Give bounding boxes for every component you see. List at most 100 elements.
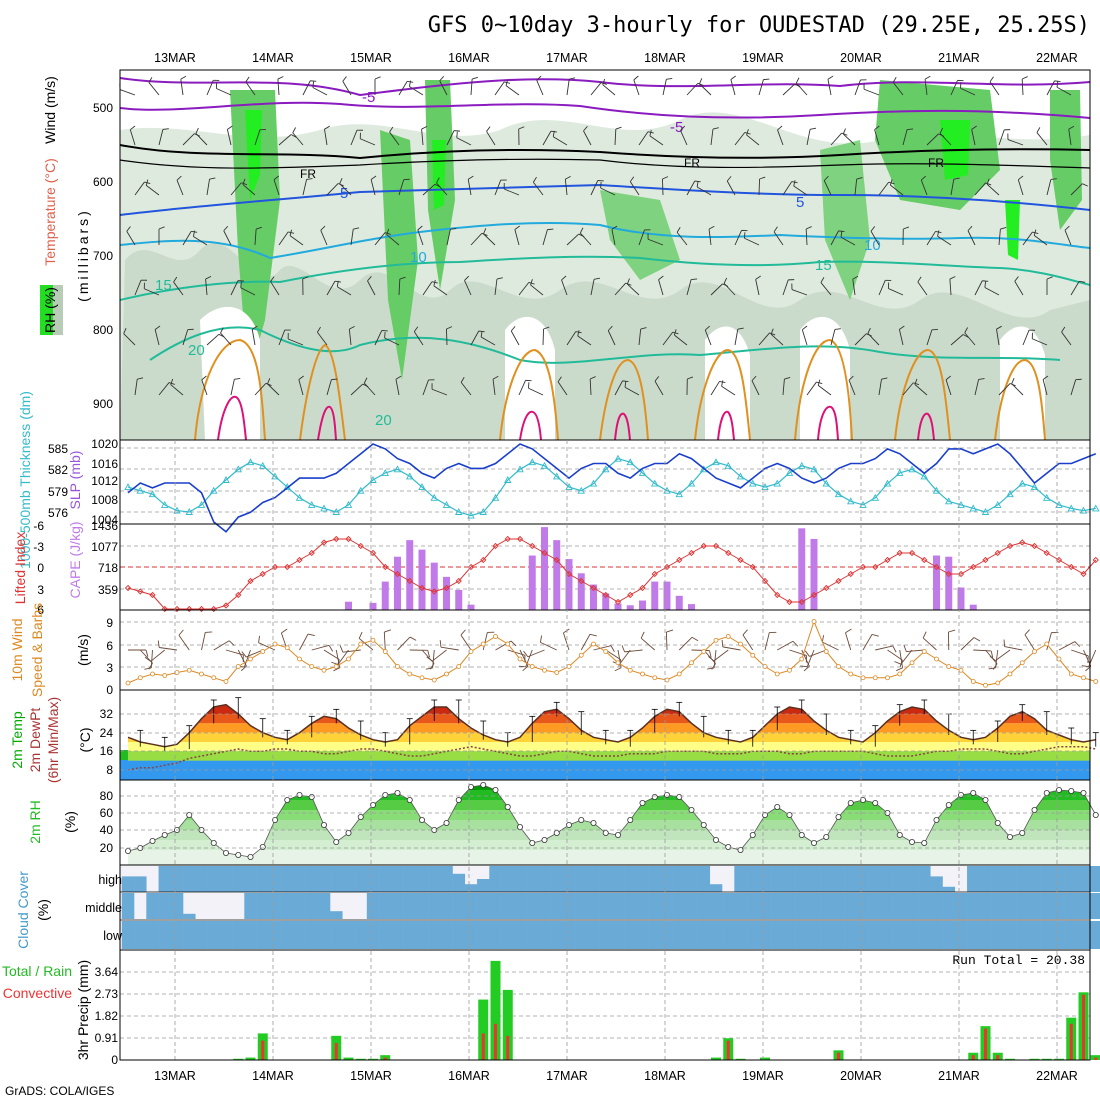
upper-wind-barb — [398, 81, 408, 96]
upper-wind-barb-flag — [289, 229, 293, 236]
upper-wind-barb-flag — [433, 279, 436, 286]
precip-conv-bar — [1094, 1057, 1098, 1060]
cloud-bar — [256, 893, 270, 919]
wind10-barb — [960, 637, 975, 651]
wind10-tick: 9 — [106, 616, 113, 630]
upper-wind-barb — [240, 287, 256, 296]
contour-label: FR — [684, 156, 700, 170]
upper-wind-barb — [422, 281, 433, 296]
upper-wind-barb-flag — [949, 276, 956, 280]
cloud-bar — [158, 893, 172, 919]
cloud-bar — [134, 876, 147, 892]
thickness-marker — [430, 493, 439, 501]
upper-wind-barb — [638, 329, 642, 346]
lifted-index-marker — [516, 535, 524, 543]
upper-wind-barb — [758, 79, 764, 96]
thickness-tick: 576 — [48, 506, 68, 520]
upper-wind-barb-flag — [514, 225, 520, 230]
upper-wind-barb-flag — [510, 326, 516, 332]
upper-wind-barb-flag — [408, 80, 411, 87]
upper-wind-barb-flag — [241, 182, 248, 186]
cloud-bar — [918, 921, 931, 949]
upper-wind-barb — [721, 385, 736, 396]
cloud-bar — [611, 893, 625, 919]
upper-wind-barb-flag — [339, 178, 343, 184]
cloud-bar — [624, 921, 637, 949]
upper-wind-barb-flag — [310, 80, 317, 82]
cloud-bar — [930, 893, 943, 919]
upper-wind-barb-flag — [917, 276, 922, 283]
rh2m-marker — [308, 794, 315, 801]
wind10-barb-flag — [258, 635, 261, 643]
dewpoint-line — [127, 745, 1096, 771]
wind10-barb-flag — [871, 633, 879, 637]
upper-wind-barb — [579, 232, 592, 246]
upper-wind-barb-flag — [126, 226, 131, 232]
upper-wind-barb — [830, 132, 843, 146]
upper-wind-barb — [939, 132, 952, 146]
wind10-marker — [566, 664, 572, 669]
upper-wind-barb — [1033, 235, 1048, 246]
upper-wind-barb — [518, 282, 530, 296]
cape-bar — [688, 604, 695, 610]
upper-wind-barb — [1021, 78, 1024, 96]
upper-wind-barb — [245, 81, 256, 96]
wind10-barb — [906, 649, 925, 653]
cloud-bar — [820, 893, 833, 919]
lifted-index-marker — [308, 549, 315, 557]
upper-wind-barb — [503, 188, 520, 196]
cloud-bar — [709, 893, 723, 919]
upper-wind-barb — [1070, 183, 1083, 196]
upper-wind-barb — [708, 229, 712, 246]
upper-wind-barb-flag — [867, 327, 871, 334]
rh2m-marker — [774, 804, 781, 811]
wind10-barb-flag — [240, 665, 247, 672]
top-date-label: 14MAR — [252, 51, 294, 65]
upper-wind-barb — [624, 386, 640, 396]
upper-wind-barb — [409, 86, 424, 96]
wind10-marker — [554, 670, 560, 675]
upper-wind-barb-flag — [712, 127, 719, 130]
rh2m-marker — [872, 800, 879, 807]
upper-wind-barb — [974, 182, 986, 196]
cloud-bar — [722, 893, 735, 919]
lifted-index-marker — [908, 549, 916, 557]
upper-wind-barb-flag — [964, 327, 968, 333]
lifted-index-marker — [639, 584, 646, 592]
upper-wind-barb — [566, 233, 580, 246]
wind10-marker — [431, 677, 437, 683]
wind10-barb-flag — [228, 640, 235, 646]
cloud-bar — [477, 879, 490, 892]
thickness-tick: 582 — [48, 463, 68, 477]
upper-wind-barb — [413, 331, 424, 346]
wind10-barb — [246, 649, 263, 658]
upper-wind-barb-flag — [763, 78, 770, 81]
upper-wind-barb — [998, 383, 1011, 396]
upper-wind-barb — [654, 380, 664, 396]
rh2m-marker — [786, 812, 793, 819]
rh2m-marker — [1056, 787, 1063, 794]
upper-wind-barb — [964, 332, 976, 346]
upper-wind-barb-flag — [234, 377, 241, 380]
upper-air-panel: -5 -5 FR FR FR 5 5 10 10 15 15 20 20 500… — [40, 69, 1091, 441]
wind10-marker — [370, 637, 376, 643]
precip-conv-bar — [494, 1023, 497, 1060]
wind10-barb-flag — [307, 633, 315, 637]
rh2m-marker — [394, 790, 401, 797]
upper-wind-barb-flag — [624, 381, 627, 388]
upper-wind-barb — [874, 129, 880, 146]
upper-wind-barb — [483, 233, 496, 246]
upper-wind-barb-flag — [543, 326, 550, 330]
contour-label: 10 — [864, 237, 881, 254]
slp-tick: 1004 — [91, 513, 118, 527]
upper-wind-barb — [920, 179, 928, 196]
upper-wind-barb — [924, 79, 928, 96]
lifted-index-marker — [1031, 542, 1038, 550]
upper-wind-barb — [298, 379, 304, 396]
wind10-barb-flag — [708, 656, 715, 662]
li-ticks: -6 -3 0 3 6 — [33, 519, 44, 617]
upper-wind-barb — [1022, 329, 1030, 346]
rh2m-marker — [1080, 790, 1087, 797]
rh2m-marker — [492, 787, 499, 794]
lifted-index-marker — [553, 556, 560, 564]
